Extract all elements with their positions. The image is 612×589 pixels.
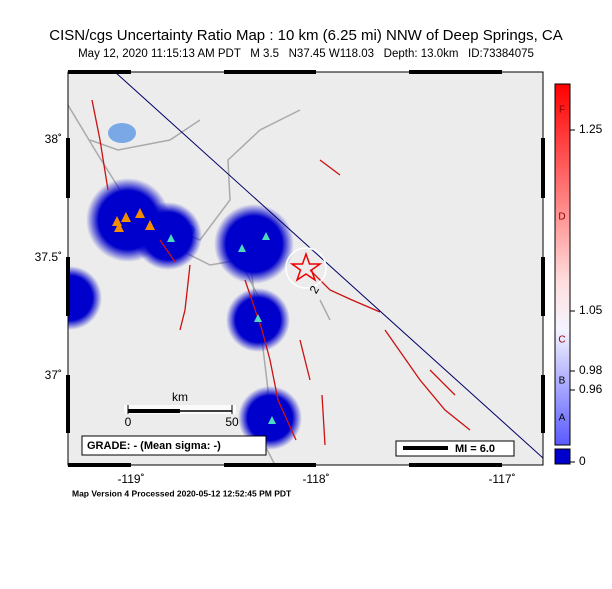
scale-end: 50: [225, 415, 239, 429]
lat-label: 37.5˚: [35, 250, 62, 264]
grade: GRADE: - (Mean sigma: -): [87, 440, 221, 452]
footer: Map Version 4 Processed 2020-05-12 12:52…: [72, 488, 292, 498]
colorbar-tick: 0.96: [579, 382, 603, 396]
class-letter: F: [559, 105, 565, 116]
colorbar-tick: 0.98: [579, 363, 603, 377]
class-letter: A: [559, 413, 566, 424]
lon-label: -117˚: [488, 472, 515, 486]
colorbar: 1.25 1.05 0.98 0.96 0 F D C B A: [554, 83, 603, 468]
class-letter: C: [558, 335, 565, 346]
lon-label: -119˚: [117, 472, 144, 486]
class-letter: D: [558, 212, 565, 223]
class-letter: B: [559, 376, 566, 387]
lat-label: 38˚: [45, 132, 62, 146]
colorbar-tick: 1.25: [579, 122, 603, 136]
grade-box: [81, 435, 267, 456]
mi-legend: MI = 6.0: [455, 443, 495, 455]
scale-unit: km: [172, 390, 188, 404]
mi-box: [395, 440, 515, 457]
lon-label: -118˚: [302, 472, 329, 486]
colorbar-tick: 0: [579, 454, 586, 468]
map-area: [68, 72, 543, 465]
title: CISN/cgs Uncertainty Ratio Map : 10 km (…: [49, 27, 563, 44]
scale-start: 0: [125, 415, 132, 429]
scale-bar: km 0 50: [124, 390, 239, 429]
colorbar-tick: 1.05: [579, 303, 603, 317]
subtitle: May 12, 2020 11:15:13 AM PDT M 3.5 N37.4…: [78, 48, 534, 60]
frame-ticks: [66, 70, 545, 467]
lat-label: 37˚: [45, 368, 62, 382]
